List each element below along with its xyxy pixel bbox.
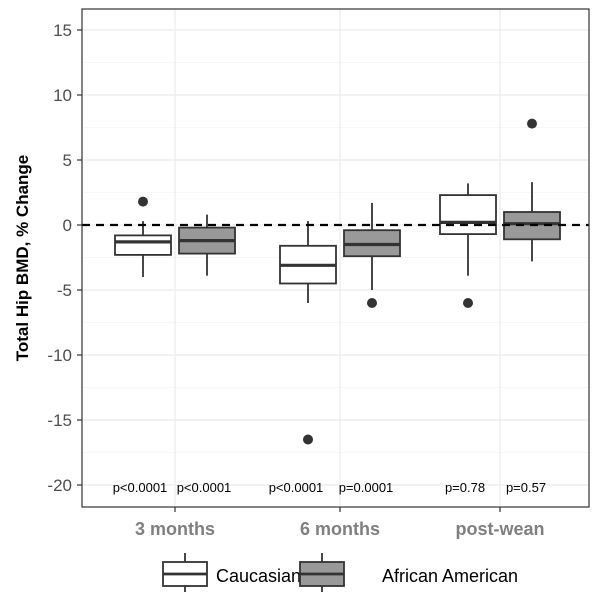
y-tick-label: 0	[63, 216, 72, 235]
p-value-label: p=0.57	[506, 480, 546, 495]
grid-lines	[82, 9, 589, 507]
p-value-annotations: p<0.0001 p<0.0001 p<0.0001 p=0.0001 p=0.78 p=…	[113, 480, 546, 495]
p-value-label: p=0.78	[445, 480, 485, 495]
outlier-point	[527, 118, 537, 129]
y-tick-label: -20	[47, 476, 72, 495]
y-axis-title: Total Hip BMD, % Change	[13, 155, 32, 362]
legend-label: African American	[382, 566, 518, 586]
y-tick-label: 15	[53, 21, 72, 40]
box-iqr	[439, 194, 497, 236]
p-value-label: p<0.0001	[269, 480, 324, 495]
box-plots	[114, 118, 561, 445]
x-tick-label: 3 months	[135, 519, 215, 539]
y-tick-label: 5	[63, 151, 72, 170]
outlier-point	[303, 434, 313, 445]
p-value-label: p<0.0001	[177, 480, 232, 495]
y-tick-label: -15	[47, 411, 72, 430]
box-iqr	[114, 234, 172, 256]
box-3-months-african-american	[178, 214, 236, 276]
outlier-point	[367, 298, 377, 308]
y-axis-ticks: -20 -15 -10 -5 0 5 10 15	[47, 21, 82, 495]
y-tick-label: 10	[53, 86, 72, 105]
box-6-months-african-american	[343, 202, 401, 308]
x-axis-ticks: 3 months 6 months post-wean	[135, 507, 545, 539]
legend: Caucasian African American	[162, 553, 518, 592]
legend-label: Caucasian	[216, 566, 301, 586]
legend-item-caucasian: Caucasian	[162, 553, 301, 592]
box-6-months-caucasian	[279, 221, 337, 445]
p-value-label: p=0.0001	[339, 480, 394, 495]
x-tick-label: 6 months	[300, 519, 380, 539]
plot-panel-border	[81, 8, 590, 508]
outlier-point	[138, 196, 148, 207]
y-tick-label: -5	[57, 281, 72, 300]
box-post-wean-caucasian	[439, 183, 497, 308]
p-value-label: p<0.0001	[113, 480, 168, 495]
box-3-months-caucasian	[114, 196, 172, 277]
y-tick-label: -10	[47, 346, 72, 365]
legend-item-african-american: African American	[299, 553, 518, 592]
outlier-point	[463, 298, 473, 308]
x-tick-label: post-wean	[455, 519, 544, 539]
